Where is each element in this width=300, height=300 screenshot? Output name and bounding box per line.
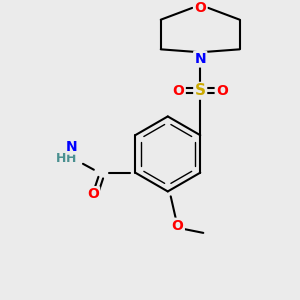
Text: O: O: [172, 219, 184, 233]
Text: O: O: [194, 1, 206, 15]
Text: H: H: [56, 152, 67, 165]
Text: O: O: [87, 188, 99, 201]
Text: S: S: [195, 83, 206, 98]
Text: H: H: [66, 152, 76, 165]
Text: N: N: [65, 140, 77, 154]
Text: N: N: [194, 52, 206, 66]
Text: O: O: [216, 84, 228, 98]
Text: O: O: [172, 84, 184, 98]
